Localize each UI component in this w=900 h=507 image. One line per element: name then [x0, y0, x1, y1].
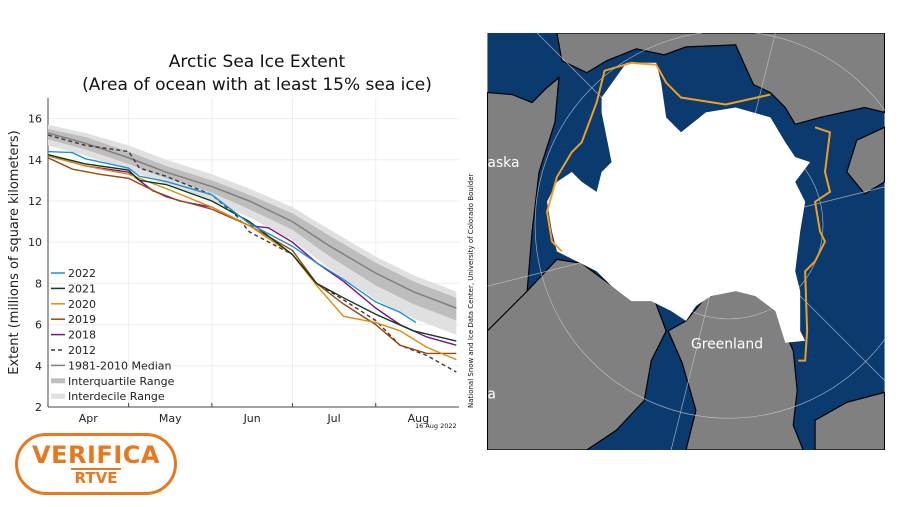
series-line-2018 — [47, 155, 457, 346]
land-bottom-right — [814, 391, 885, 450]
x-tick-label: May — [159, 412, 182, 425]
arctic-sea-ice-map: aska Greenland a — [487, 33, 885, 450]
verifica-rtve-logo: VERIFICA RTVE — [15, 433, 177, 495]
median-ice-edge — [545, 61, 771, 253]
y-axis-label: Extent (millions of square kilometers) — [7, 130, 22, 375]
map-label-greenland: Greenland — [691, 337, 763, 353]
land-siberia — [556, 33, 885, 126]
chart-title: Arctic Sea Ice Extent — [168, 52, 346, 72]
x-tick-label: Jul — [326, 412, 340, 425]
y-tick-label: 14 — [28, 154, 42, 167]
interdecile-range-band — [48, 124, 457, 335]
legend-item-2022-label: 2022 — [68, 267, 96, 280]
map-label-alaska: aska — [487, 155, 519, 171]
series-line-2021 — [47, 153, 457, 342]
median-ice-edge-east — [798, 126, 832, 362]
date-label: 16 Aug 2022 — [415, 422, 457, 430]
land-masses — [487, 33, 885, 450]
logo-text-rtve: RTVE — [70, 468, 122, 486]
y-tick-label: 4 — [35, 360, 42, 373]
y-tick-label: 12 — [28, 195, 42, 208]
legend-item-2012-label: 2012 — [68, 344, 96, 357]
legend-item-2021-label: 2021 — [68, 282, 96, 295]
land-eurasia-right — [846, 126, 885, 195]
y-tick-label: 16 — [28, 113, 42, 126]
legend-item-interquartile-label: Interquartile Range — [68, 375, 175, 388]
legend-item-median-label: 1981-2010 Median — [68, 359, 171, 372]
median-line — [47, 132, 457, 309]
legend-item-2019-label: 2019 — [68, 313, 96, 326]
y-tick-label: 2 — [35, 401, 42, 414]
x-tick-label: Apr — [79, 412, 99, 425]
series-line-2019 — [47, 157, 457, 355]
logo-text-verifica: VERIFICA — [32, 441, 160, 469]
series-line-2022 — [47, 150, 417, 324]
y-tick-label: 6 — [35, 319, 42, 332]
interquartile-range-band — [48, 128, 457, 321]
x-tick-label: Jun — [243, 412, 261, 425]
legend-item-2020-label: 2020 — [68, 298, 96, 311]
map-label-partial: a — [487, 386, 496, 402]
series-line-2020 — [47, 155, 457, 361]
chart-subtitle: (Area of ocean with at least 15% sea ice… — [82, 75, 432, 95]
credit-text: National Snow and Ice Data Center, Unive… — [467, 173, 475, 408]
series-line-2012 — [47, 134, 457, 373]
y-tick-label: 8 — [35, 277, 42, 290]
legend-item-interdecile-label: Interdecile Range — [68, 390, 165, 403]
sea-ice — [547, 62, 811, 343]
legend-item-2018-label: 2018 — [68, 329, 96, 342]
y-tick-label: 10 — [28, 236, 42, 249]
x-tick-label: Aug — [408, 412, 429, 425]
